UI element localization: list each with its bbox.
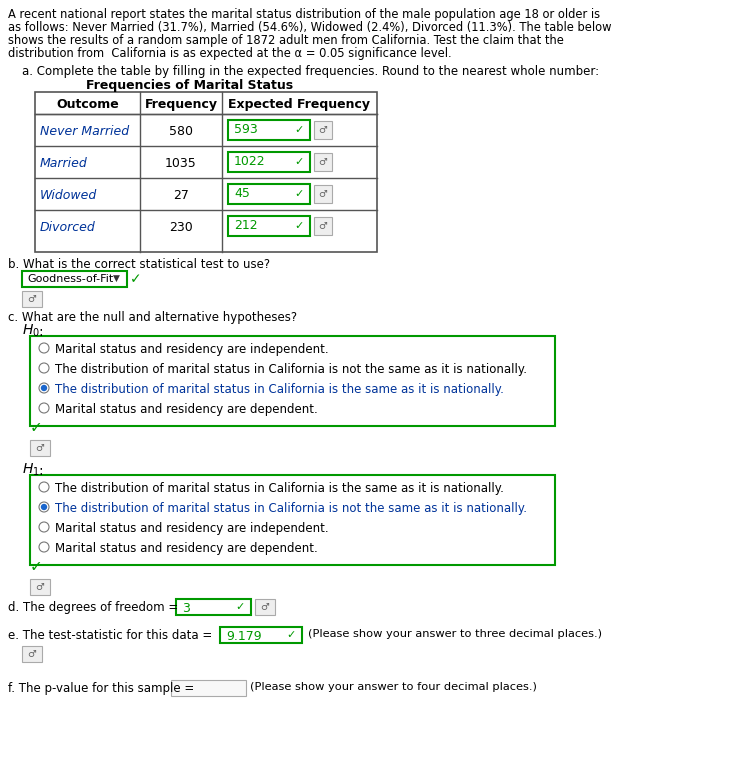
Text: distribution from  California is as expected at the α = 0.05 significance level.: distribution from California is as expec… bbox=[8, 47, 452, 60]
Text: ✓: ✓ bbox=[294, 189, 304, 199]
Text: b. What is the correct statistical test to use?: b. What is the correct statistical test … bbox=[8, 258, 270, 271]
Circle shape bbox=[39, 403, 49, 413]
Bar bbox=[171, 680, 246, 696]
Bar bbox=[228, 216, 310, 236]
Bar bbox=[228, 120, 310, 140]
Text: ✓: ✓ bbox=[30, 420, 43, 436]
Text: $H_1$: $H_1$ bbox=[22, 462, 40, 479]
Text: e. The test-statistic for this data =: e. The test-statistic for this data = bbox=[8, 629, 212, 642]
Text: ✓: ✓ bbox=[294, 125, 304, 135]
Bar bbox=[314, 153, 332, 171]
Text: ♂: ♂ bbox=[27, 649, 36, 659]
Text: shows the results of a random sample of 1872 adult men from California. Test the: shows the results of a random sample of … bbox=[8, 34, 564, 47]
Circle shape bbox=[39, 343, 49, 353]
Bar bbox=[30, 336, 555, 426]
Text: Marital status and residency are dependent.: Marital status and residency are depende… bbox=[55, 403, 318, 416]
Text: A recent national report states the marital status distribution of the male popu: A recent national report states the mari… bbox=[8, 8, 600, 21]
Text: Expected Frequency: Expected Frequency bbox=[228, 98, 370, 111]
Text: 45: 45 bbox=[234, 187, 250, 200]
Text: 1035: 1035 bbox=[165, 157, 197, 170]
Text: Outcome: Outcome bbox=[56, 98, 119, 111]
Text: ♂: ♂ bbox=[35, 443, 44, 453]
Bar bbox=[30, 440, 50, 456]
Text: c. What are the null and alternative hypotheses?: c. What are the null and alternative hyp… bbox=[8, 311, 297, 324]
Text: The distribution of marital status in California is not the same as it is nation: The distribution of marital status in Ca… bbox=[55, 502, 527, 515]
Circle shape bbox=[39, 542, 49, 552]
Bar bbox=[22, 271, 127, 287]
Bar bbox=[220, 627, 302, 643]
Text: 212: 212 bbox=[234, 219, 258, 232]
Text: ✓: ✓ bbox=[286, 630, 296, 640]
Text: Widowed: Widowed bbox=[40, 189, 98, 202]
Bar bbox=[228, 152, 310, 172]
Text: Marital status and residency are dependent.: Marital status and residency are depende… bbox=[55, 542, 318, 555]
Text: 593: 593 bbox=[234, 123, 258, 136]
Text: Marital status and residency are independent.: Marital status and residency are indepen… bbox=[55, 522, 329, 535]
Bar bbox=[314, 217, 332, 235]
Text: 27: 27 bbox=[173, 189, 189, 202]
Bar bbox=[314, 121, 332, 139]
Circle shape bbox=[39, 363, 49, 373]
Text: ✓: ✓ bbox=[130, 272, 142, 286]
Text: 580: 580 bbox=[169, 125, 193, 138]
Text: Divorced: Divorced bbox=[40, 221, 96, 234]
Text: (Please show your answer to three decimal places.): (Please show your answer to three decima… bbox=[308, 629, 602, 639]
Bar bbox=[22, 291, 42, 307]
Text: (Please show your answer to four decimal places.): (Please show your answer to four decimal… bbox=[250, 682, 537, 692]
Bar bbox=[176, 599, 251, 615]
Text: :: : bbox=[38, 325, 43, 339]
Text: Married: Married bbox=[40, 157, 88, 170]
Text: ✓: ✓ bbox=[30, 559, 43, 575]
Text: Marital status and residency are independent.: Marital status and residency are indepen… bbox=[55, 343, 329, 356]
Text: Frequency: Frequency bbox=[145, 98, 217, 111]
Bar bbox=[255, 599, 275, 615]
Text: ✓: ✓ bbox=[294, 157, 304, 167]
Bar bbox=[22, 646, 42, 662]
Text: 1022: 1022 bbox=[234, 155, 265, 168]
Text: ♂: ♂ bbox=[319, 221, 327, 231]
Text: :: : bbox=[38, 464, 43, 478]
Text: The distribution of marital status in California is not the same as it is nation: The distribution of marital status in Ca… bbox=[55, 363, 527, 376]
Circle shape bbox=[39, 383, 49, 393]
Text: 3: 3 bbox=[182, 602, 190, 615]
Text: 9.179: 9.179 bbox=[226, 630, 262, 643]
Text: ✓: ✓ bbox=[235, 602, 245, 612]
Text: a. Complete the table by filling in the expected frequencies. Round to the neare: a. Complete the table by filling in the … bbox=[22, 65, 599, 78]
Text: ♂: ♂ bbox=[27, 294, 36, 304]
Circle shape bbox=[39, 522, 49, 532]
Text: f. The p-value for this sample =: f. The p-value for this sample = bbox=[8, 682, 194, 695]
Bar bbox=[228, 184, 310, 204]
Text: 230: 230 bbox=[169, 221, 193, 234]
Text: ▼: ▼ bbox=[113, 274, 120, 283]
Text: ✓: ✓ bbox=[294, 221, 304, 231]
Text: d. The degrees of freedom =: d. The degrees of freedom = bbox=[8, 601, 178, 614]
Circle shape bbox=[41, 504, 47, 510]
Text: Goodness-of-Fit: Goodness-of-Fit bbox=[27, 274, 113, 284]
Text: ♂: ♂ bbox=[319, 125, 327, 135]
Text: $H_0$: $H_0$ bbox=[22, 323, 40, 340]
Circle shape bbox=[39, 502, 49, 512]
Bar bbox=[30, 475, 555, 565]
Text: ♂: ♂ bbox=[261, 602, 270, 612]
Text: Frequencies of Marital Status: Frequencies of Marital Status bbox=[86, 79, 293, 92]
Bar bbox=[314, 185, 332, 203]
Text: The distribution of marital status in California is the same as it is nationally: The distribution of marital status in Ca… bbox=[55, 482, 504, 495]
Bar bbox=[30, 579, 50, 595]
Bar bbox=[35, 92, 377, 252]
Text: Never Married: Never Married bbox=[40, 125, 129, 138]
Text: ♂: ♂ bbox=[319, 157, 327, 167]
Circle shape bbox=[41, 385, 47, 391]
Text: as follows: Never Married (31.7%), Married (54.6%), Widowed (2.4%), Divorced (11: as follows: Never Married (31.7%), Marri… bbox=[8, 21, 611, 34]
Text: The distribution of marital status in California is the same as it is nationally: The distribution of marital status in Ca… bbox=[55, 383, 504, 396]
Text: ♂: ♂ bbox=[319, 189, 327, 199]
Circle shape bbox=[39, 482, 49, 492]
Text: ♂: ♂ bbox=[35, 582, 44, 592]
